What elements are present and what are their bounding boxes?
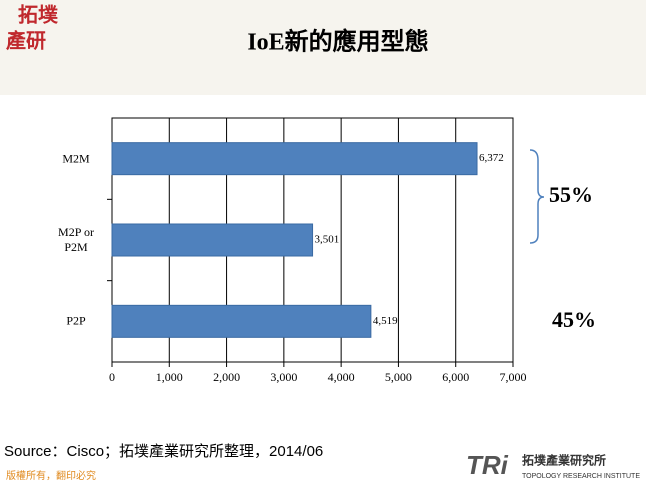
value-label: 6,372 — [479, 152, 504, 164]
x-tick-label: 4,000 — [328, 370, 355, 384]
logo-top: 拓墣 — [18, 3, 59, 27]
y-tick-label: M2M — [62, 151, 90, 166]
x-tick-label: 2,000 — [213, 370, 240, 384]
x-tick-label: 1,000 — [156, 370, 183, 384]
x-tick-label: 6,000 — [442, 370, 469, 384]
header-band — [0, 0, 646, 95]
chart-title: IoE新的應用型態 — [247, 28, 428, 56]
x-tick-label: 5,000 — [385, 370, 412, 384]
logo-bottom: 產研 — [6, 29, 46, 53]
x-tick-label: 0 — [109, 370, 115, 384]
bar — [111, 142, 478, 176]
x-tick-label: 3,000 — [270, 370, 297, 384]
annotation: 55% — [549, 182, 593, 207]
y-tick-label: P2P — [66, 313, 86, 328]
bracket — [529, 149, 545, 244]
bar — [111, 304, 372, 338]
footer-band — [0, 468, 646, 485]
brand-name: 拓墣產業研究所 — [522, 453, 606, 468]
source: Source：Cisco；拓墣產業研究所整理，2014/06 — [4, 443, 323, 460]
value-label: 3,501 — [315, 234, 340, 246]
brand-mark: TRi — [466, 450, 509, 480]
bar — [111, 223, 314, 257]
annotation: 45% — [552, 307, 596, 332]
x-tick-label: 7,000 — [500, 370, 527, 384]
value-label: 4,519 — [373, 315, 398, 327]
y-tick-label: M2P or P2M — [58, 225, 94, 254]
copyright: 版權所有，翻印必究 — [6, 469, 96, 482]
brand-sub: TOPOLOGY RESEARCH INSTITUTE — [522, 473, 640, 480]
